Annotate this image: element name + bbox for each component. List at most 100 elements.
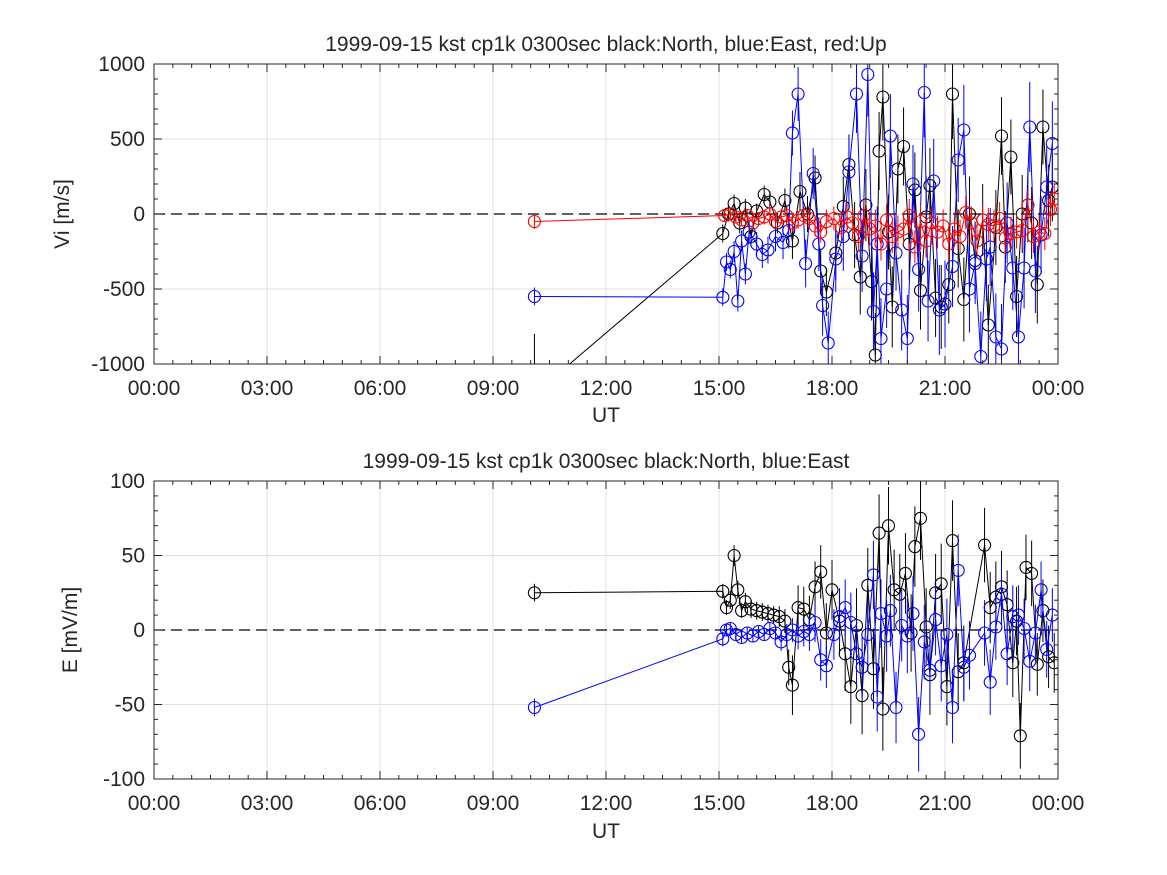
velocity-east-point: [791, 87, 805, 101]
velocity-xtick-label: 03:00: [241, 377, 294, 400]
efield-xtick-label: 21:00: [919, 792, 972, 815]
velocity-panel-title: 1999-09-15 kst cp1k 0300sec black:North,…: [325, 33, 886, 56]
efield-east-point: [1011, 608, 1025, 622]
efield-east-point: [940, 627, 954, 642]
efield-east-point: [844, 615, 858, 630]
velocity-east-point: [927, 174, 941, 188]
velocity-east-point: [731, 294, 745, 308]
efield-east-point: [883, 604, 897, 618]
velocity-east-point: [821, 336, 835, 350]
velocity-east-point: [849, 87, 864, 101]
velocity-north-point: [793, 184, 807, 199]
efield-east-point: [994, 587, 1009, 601]
velocity-north-point: [1004, 150, 1018, 164]
efield-north-point: [913, 511, 928, 525]
velocity-xtick-label: 09:00: [467, 377, 520, 400]
velocity-east-point: [1040, 180, 1054, 194]
velocity-up-point: [827, 211, 841, 226]
velocity-east-point: [870, 237, 884, 251]
velocity-up-point: [1015, 223, 1029, 238]
velocity-up-point: [953, 229, 967, 244]
efield-east-point: [527, 700, 541, 715]
velocity-up-point: [981, 217, 995, 232]
efield-north-point: [814, 565, 828, 579]
efield-data-area: [527, 481, 1058, 772]
velocity-xtick-label: 15:00: [693, 377, 746, 400]
velocity-east-point: [962, 282, 977, 296]
velocity-north-point: [934, 300, 948, 314]
velocity-east-point: [989, 330, 1003, 344]
efield-panel-title: 1999-09-15 kst cp1k 0300sec black:North,…: [363, 450, 850, 473]
efield-north-point: [934, 577, 948, 591]
velocity-panel: 1999-09-15 kst cp1k 0300sec black:North,…: [51, 33, 1084, 427]
velocity-east-point: [1023, 120, 1037, 134]
efield-east-point: [1040, 642, 1054, 656]
velocity-east-point: [855, 249, 869, 263]
velocity-east-point: [836, 229, 850, 244]
velocity-east-point: [806, 166, 820, 181]
velocity-up-point: [942, 237, 956, 251]
velocity-up-point: [919, 234, 933, 248]
efield-east-point: [989, 620, 1003, 634]
velocity-up-point: [897, 222, 911, 236]
velocity-north-point: [1036, 120, 1050, 134]
efield-east-point: [1000, 647, 1014, 661]
velocity-east-point: [917, 85, 931, 100]
velocity-up-point: [819, 214, 833, 229]
velocity-up-point: [851, 229, 865, 244]
efield-east-point: [855, 660, 869, 674]
velocity-east-point: [1006, 261, 1020, 275]
efield-north-point: [838, 647, 852, 661]
velocity-up-point: [902, 208, 916, 223]
efield-north-point: [719, 601, 734, 615]
velocity-east-point: [866, 304, 880, 319]
velocity-north-point: [913, 283, 928, 298]
efield-east-point: [912, 727, 926, 741]
velocity-east-point: [527, 289, 541, 304]
efield-north-point: [778, 614, 792, 628]
efield-east-point: [978, 626, 992, 640]
efield-east-point: [895, 618, 909, 633]
velocity-up-line: [534, 198, 1055, 248]
efield-ytick-label: 100: [110, 470, 145, 493]
efield-xtick-label: 09:00: [467, 792, 520, 815]
efield-east-point: [945, 700, 960, 715]
velocity-panel-xlabel: UT: [592, 404, 620, 427]
velocity-east-point: [785, 126, 799, 140]
velocity-up-point: [857, 208, 871, 223]
velocity-up-point: [1038, 226, 1052, 241]
efield-north-point: [808, 580, 822, 594]
efield-north-point: [1030, 657, 1044, 671]
velocity-series-east: [527, 64, 1058, 364]
velocity-east-point: [799, 256, 813, 271]
efield-east-point: [1034, 583, 1048, 597]
efield-north-point: [716, 584, 730, 598]
velocity-up-point: [868, 219, 882, 233]
velocity-north-point: [1010, 289, 1024, 304]
efield-east-point: [1017, 621, 1031, 636]
velocity-east-point: [816, 298, 830, 313]
efield-north-point: [919, 620, 933, 634]
velocity-up-point: [752, 211, 766, 226]
efield-xtick-label: 15:00: [693, 792, 746, 815]
efield-panel-xlabel: UT: [592, 820, 620, 843]
velocity-series-up: [527, 182, 1058, 264]
velocity-east-point: [938, 297, 952, 311]
efield-north-point: [791, 601, 805, 615]
efield-east-point: [849, 647, 864, 661]
velocity-east-point: [880, 282, 894, 296]
velocity-east-point: [719, 255, 734, 269]
velocity-east-point: [895, 303, 909, 317]
velocity-xtick-label: 06:00: [354, 377, 407, 400]
efield-ytick-label: -50: [115, 694, 145, 717]
efield-east-point: [1028, 626, 1042, 640]
efield-east-point: [889, 700, 903, 715]
efield-north-point: [1013, 729, 1027, 743]
velocity-east-point: [921, 294, 935, 308]
efield-east-point: [802, 627, 816, 642]
velocity-up-point: [1032, 225, 1046, 239]
velocity-east-point: [716, 290, 730, 304]
velocity-up-point: [814, 225, 828, 239]
velocity-up-point: [959, 205, 973, 220]
efield-north-point: [908, 540, 922, 554]
